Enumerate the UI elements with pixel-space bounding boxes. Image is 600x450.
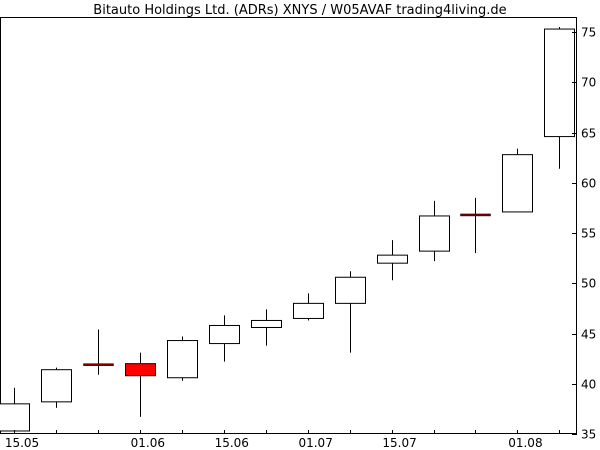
plot-frame [0, 17, 577, 434]
plot-border [0, 17, 577, 434]
y-tick-label: 55 [581, 227, 596, 241]
candle-body [251, 319, 282, 328]
candle [125, 352, 156, 417]
candle-body [544, 28, 575, 138]
candle-body [83, 363, 114, 366]
candle [544, 27, 575, 169]
candle [419, 200, 450, 262]
candle [377, 240, 408, 281]
chart-title: Bitauto Holdings Ltd. (ADRs) XNYS / W05A… [93, 3, 506, 18]
y-tick-label: 75 [581, 26, 596, 40]
candle-body [41, 369, 72, 403]
candle-body [460, 213, 491, 217]
y-tick-label: 60 [581, 177, 596, 191]
y-tick-label: 65 [581, 127, 596, 141]
x-tick-label: 15.07 [382, 436, 416, 450]
x-tick-label: 01.07 [298, 436, 332, 450]
candle-body [293, 302, 324, 319]
candle-body [125, 363, 156, 377]
x-tick-label: 01.08 [508, 436, 542, 450]
candle [502, 148, 533, 213]
candle [293, 293, 324, 321]
candle-body [209, 324, 240, 345]
candle-body [167, 340, 198, 379]
y-axis: 35 40 45 50 55 60 65 70 75 [572, 26, 596, 442]
x-tick-label: 15.05 [5, 436, 39, 450]
y-tick-label: 45 [581, 328, 596, 342]
candle-body [377, 254, 408, 264]
candles-layer [0, 27, 575, 434]
candle [209, 315, 240, 362]
x-axis: 15.05 01.06 15.06 01.07 15.07 01.08 [5, 430, 560, 450]
candle [0, 387, 30, 434]
candle-body [335, 276, 366, 304]
x-tick-label: 15.06 [215, 436, 249, 450]
candle [335, 271, 366, 353]
candle-body [0, 403, 30, 432]
candle [167, 336, 198, 381]
y-tick-label: 40 [581, 378, 596, 392]
y-tick-label: 35 [581, 428, 596, 442]
candle-body [502, 154, 533, 213]
y-tick-label: 70 [581, 76, 596, 90]
candle-body [419, 215, 450, 252]
candle [251, 309, 282, 346]
candle [83, 329, 114, 375]
candle [460, 197, 491, 254]
y-tick-label: 50 [581, 277, 596, 291]
candle [41, 367, 72, 408]
x-tick-label: 01.06 [131, 436, 165, 450]
